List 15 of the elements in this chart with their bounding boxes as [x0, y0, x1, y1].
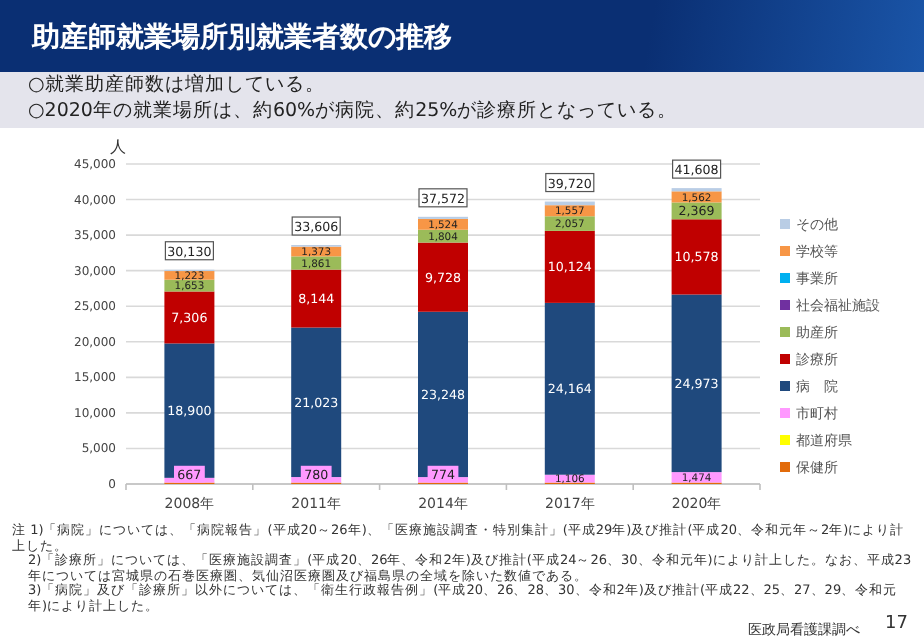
- bar: [671, 219, 722, 295]
- bar: [544, 302, 595, 475]
- chart-title: 助産師就業場所別就業者数の推移: [32, 20, 452, 56]
- text: ○2020年の就業場所は、約60%が病院、約25%が診療所となっている。: [26, 98, 680, 124]
- bar: [291, 269, 342, 328]
- bar: [418, 242, 468, 312]
- bar: [418, 311, 468, 478]
- bar: [544, 230, 595, 303]
- text: 17: [885, 614, 908, 634]
- bar: [291, 327, 342, 478]
- text: ○就業助産師数は増加している。: [26, 72, 327, 98]
- y-axis-title: 人: [110, 138, 126, 156]
- bar: [671, 294, 722, 473]
- bar: [164, 343, 215, 478]
- bar: [164, 291, 215, 344]
